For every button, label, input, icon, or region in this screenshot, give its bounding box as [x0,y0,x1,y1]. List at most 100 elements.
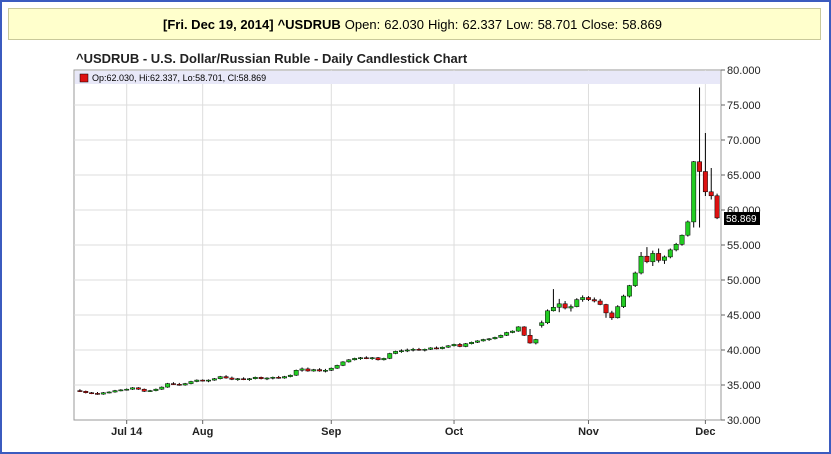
y-tick-label: 50.000 [727,275,761,287]
candle-body [679,234,685,245]
candle-body [112,390,118,393]
candle-body [626,285,632,297]
candle-body [293,370,299,376]
close-label: Close: [581,16,619,32]
legend-text: Op:62.030, Hi:62.337, Lo:58.701, Cl:58.8… [92,73,266,83]
candle-body [352,358,358,361]
candle-body [147,390,153,392]
y-tick-label: 65.000 [727,170,761,182]
candle-body [527,335,533,344]
candle-body [504,332,510,336]
candle-body [381,358,387,361]
candle-body [83,391,89,393]
open-value: 62.030 [384,16,424,32]
candle-body [562,303,568,309]
candle-body [545,310,551,323]
candle-body [667,249,673,258]
candle-body [533,339,539,344]
candle-body [276,377,282,379]
candle-body [135,387,141,390]
candle-body [714,195,720,219]
candle-body [235,378,241,380]
quote-symbol: ^USDRUB [277,16,341,32]
y-tick-label: 80.000 [727,65,761,77]
candle-body [492,337,498,340]
candle-body [241,378,247,380]
candle-body [586,297,591,300]
candle-body [539,322,545,326]
candle-body [334,365,340,369]
candle-body [550,307,556,312]
candle-body [211,378,217,381]
x-axis: Jul 14 Aug Sep Oct Nov Dec [111,420,715,438]
x-tick-label: Dec [695,426,715,438]
candle-body [434,347,439,350]
candle-body [305,368,311,372]
candle-body [89,392,95,394]
candle-body [176,384,182,386]
candle-body [100,392,106,395]
low-label: Low: [506,16,534,32]
candle-body [153,388,159,391]
y-tick-label: 30.000 [727,415,761,427]
y-tick-label: 40.000 [727,345,761,357]
close-value: 58.869 [622,16,662,32]
candle-body [451,344,457,347]
candle-body [299,368,305,371]
chart-title: ^USDRUB - U.S. Dollar/Russian Ruble - Da… [76,51,468,66]
candle-body [662,256,667,261]
candle-body [638,255,644,274]
high-value: 62.337 [462,16,503,32]
candle-body [574,299,580,307]
legend-bar [75,71,720,84]
candle-body [673,244,679,251]
x-tick-label: Jul 14 [111,426,143,438]
candle-body [130,387,135,390]
candle-body [591,299,597,302]
quote-header: [Fri. Dec 19, 2014] ^USDRUB Open: 62.030… [8,8,821,40]
candle-body [264,377,270,380]
legend-swatch [79,73,89,83]
candle-body [118,389,124,392]
candle-body [521,326,527,336]
open-label: Open: [344,16,381,32]
candle-body [422,349,428,351]
x-tick-label: Aug [192,426,213,438]
candle-body [469,342,475,344]
x-tick-label: Oct [445,426,464,438]
y-tick-label: 75.000 [727,100,761,112]
candle-body [463,343,469,347]
candle-body [685,221,691,236]
candles [77,87,720,395]
high-label: High: [427,16,459,32]
x-tick-label: Sep [321,426,341,438]
candle-body [697,161,702,172]
last-price-box [724,212,760,225]
candle-body [282,376,287,379]
candle-body [223,376,229,379]
candle-body [252,377,258,379]
candle-body [656,253,662,261]
candle-body [609,312,615,319]
candle-body [398,350,404,352]
quote-date: [Fri. Dec 19, 2014] [163,16,274,32]
candle-body [457,344,463,347]
candle-body [188,381,194,384]
candle-body [691,161,697,223]
candle-body [369,357,375,359]
candle-body [217,376,223,379]
y-tick-label: 70.000 [727,135,761,147]
candle-body [194,379,200,382]
candle-body [708,191,714,197]
candle-body [621,295,626,307]
candle-body [510,330,515,333]
candle-body [141,388,147,392]
x-tick-label: Nov [578,426,600,438]
candle-body [615,306,621,319]
candle-body [229,377,235,380]
candle-body [580,297,586,300]
candle-body [445,345,451,348]
candle-body [416,349,422,351]
candle-body [258,377,264,379]
